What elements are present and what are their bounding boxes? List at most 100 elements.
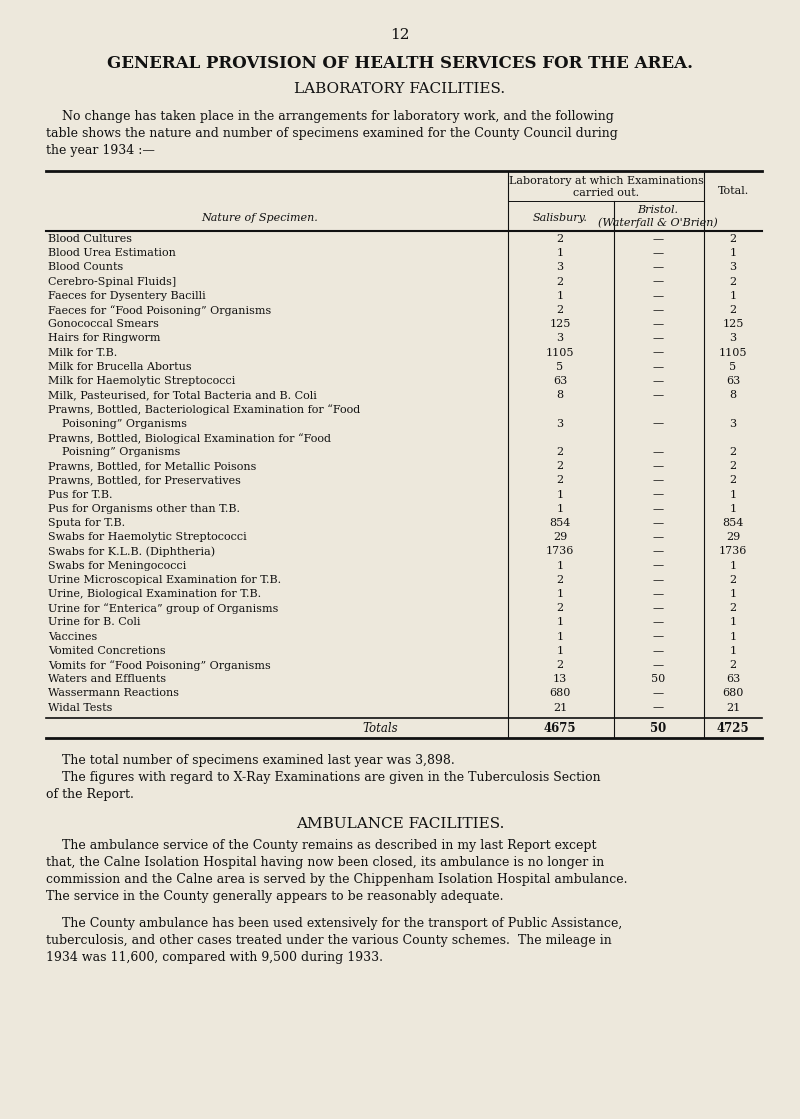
Text: 29: 29 bbox=[726, 533, 740, 543]
Text: 3: 3 bbox=[730, 262, 737, 272]
Text: Blood Counts: Blood Counts bbox=[48, 262, 123, 272]
Text: 8: 8 bbox=[730, 391, 737, 401]
Text: 1: 1 bbox=[557, 589, 563, 599]
Text: 1: 1 bbox=[557, 561, 563, 571]
Text: 1736: 1736 bbox=[719, 546, 747, 556]
Text: —: — bbox=[653, 490, 663, 499]
Text: 2: 2 bbox=[730, 660, 737, 670]
Text: —: — bbox=[653, 348, 663, 358]
Text: Bristol.: Bristol. bbox=[638, 205, 678, 215]
Text: 854: 854 bbox=[722, 518, 744, 528]
Text: Swabs for Haemolytic Streptococci: Swabs for Haemolytic Streptococci bbox=[48, 533, 246, 543]
Text: of the Report.: of the Report. bbox=[46, 788, 134, 801]
Text: the year 1934 :—: the year 1934 :— bbox=[46, 144, 155, 157]
Text: 1105: 1105 bbox=[718, 348, 747, 358]
Text: Cerebro-Spinal Fluids]: Cerebro-Spinal Fluids] bbox=[48, 276, 176, 286]
Text: 2: 2 bbox=[730, 305, 737, 316]
Text: 8: 8 bbox=[557, 391, 563, 401]
Text: 1934 was 11,600, compared with 9,500 during 1933.: 1934 was 11,600, compared with 9,500 dur… bbox=[46, 951, 383, 963]
Text: 1: 1 bbox=[557, 504, 563, 514]
Text: Salisbury.: Salisbury. bbox=[533, 213, 587, 223]
Text: tuberculosis, and other cases treated under the various County schemes.  The mil: tuberculosis, and other cases treated un… bbox=[46, 933, 612, 947]
Text: 1: 1 bbox=[730, 589, 737, 599]
Text: Faeces for Dysentery Bacilli: Faeces for Dysentery Bacilli bbox=[48, 291, 206, 301]
Text: Prawns, Bottled, Bacteriological Examination for “Food: Prawns, Bottled, Bacteriological Examina… bbox=[48, 404, 360, 415]
Text: 4675: 4675 bbox=[544, 722, 576, 735]
Text: 63: 63 bbox=[553, 376, 567, 386]
Text: Hairs for Ringworm: Hairs for Ringworm bbox=[48, 333, 161, 344]
Text: 1: 1 bbox=[730, 490, 737, 499]
Text: 29: 29 bbox=[553, 533, 567, 543]
Text: 13: 13 bbox=[553, 675, 567, 684]
Text: 3: 3 bbox=[730, 333, 737, 344]
Text: 5: 5 bbox=[557, 361, 563, 372]
Text: Pus for Organisms other than T.B.: Pus for Organisms other than T.B. bbox=[48, 504, 240, 514]
Text: Milk for T.B.: Milk for T.B. bbox=[48, 348, 118, 358]
Text: 1: 1 bbox=[730, 618, 737, 628]
Text: 1: 1 bbox=[557, 646, 563, 656]
Text: —: — bbox=[653, 518, 663, 528]
Text: 3: 3 bbox=[557, 262, 563, 272]
Text: 680: 680 bbox=[550, 688, 570, 698]
Text: —: — bbox=[653, 589, 663, 599]
Text: Swabs for Meningococci: Swabs for Meningococci bbox=[48, 561, 186, 571]
Text: 63: 63 bbox=[726, 376, 740, 386]
Text: Prawns, Bottled, for Preservatives: Prawns, Bottled, for Preservatives bbox=[48, 476, 241, 486]
Text: Waters and Effluents: Waters and Effluents bbox=[48, 675, 166, 684]
Text: Vomits for “Food Poisoning” Organisms: Vomits for “Food Poisoning” Organisms bbox=[48, 660, 270, 670]
Text: AMBULANCE FACILITIES.: AMBULANCE FACILITIES. bbox=[296, 817, 504, 830]
Text: 1736: 1736 bbox=[546, 546, 574, 556]
Text: —: — bbox=[653, 618, 663, 628]
Text: —: — bbox=[653, 546, 663, 556]
Text: —: — bbox=[653, 361, 663, 372]
Text: Poisoning” Organisms: Poisoning” Organisms bbox=[48, 419, 187, 429]
Text: Milk, Pasteurised, for Total Bacteria and B. Coli: Milk, Pasteurised, for Total Bacteria an… bbox=[48, 391, 317, 401]
Text: 1: 1 bbox=[557, 631, 563, 641]
Text: 50: 50 bbox=[650, 722, 666, 735]
Text: The ambulance service of the County remains as described in my last Report excep: The ambulance service of the County rema… bbox=[46, 839, 597, 852]
Text: 21: 21 bbox=[726, 703, 740, 713]
Text: that, the Calne Isolation Hospital having now been closed, its ambulance is no l: that, the Calne Isolation Hospital havin… bbox=[46, 856, 604, 868]
Text: Laboratory at which Examinations: Laboratory at which Examinations bbox=[509, 176, 703, 186]
Text: —: — bbox=[653, 419, 663, 429]
Text: 2: 2 bbox=[557, 234, 563, 244]
Text: —: — bbox=[653, 461, 663, 471]
Text: (Waterfall & O'Brien): (Waterfall & O'Brien) bbox=[598, 217, 718, 227]
Text: Prawns, Bottled, Biological Examination for “Food: Prawns, Bottled, Biological Examination … bbox=[48, 433, 331, 443]
Text: 63: 63 bbox=[726, 675, 740, 684]
Text: LABORATORY FACILITIES.: LABORATORY FACILITIES. bbox=[294, 82, 506, 96]
Text: 2: 2 bbox=[730, 575, 737, 585]
Text: 2: 2 bbox=[557, 603, 563, 613]
Text: —: — bbox=[653, 533, 663, 543]
Text: 2: 2 bbox=[557, 276, 563, 286]
Text: carried out.: carried out. bbox=[573, 188, 639, 198]
Text: —: — bbox=[653, 276, 663, 286]
Text: —: — bbox=[653, 504, 663, 514]
Text: Vomited Concretions: Vomited Concretions bbox=[48, 646, 166, 656]
Text: 50: 50 bbox=[651, 675, 665, 684]
Text: —: — bbox=[653, 660, 663, 670]
Text: —: — bbox=[653, 262, 663, 272]
Text: 3: 3 bbox=[557, 419, 563, 429]
Text: 5: 5 bbox=[730, 361, 737, 372]
Text: 1: 1 bbox=[730, 631, 737, 641]
Text: 3: 3 bbox=[730, 419, 737, 429]
Text: Nature of Specimen.: Nature of Specimen. bbox=[202, 213, 318, 223]
Text: —: — bbox=[653, 476, 663, 486]
Text: —: — bbox=[653, 575, 663, 585]
Text: 1: 1 bbox=[730, 504, 737, 514]
Text: 2: 2 bbox=[730, 476, 737, 486]
Text: 2: 2 bbox=[730, 603, 737, 613]
Text: 12: 12 bbox=[390, 28, 410, 43]
Text: The County ambulance has been used extensively for the transport of Public Assis: The County ambulance has been used exten… bbox=[46, 916, 622, 930]
Text: 1105: 1105 bbox=[546, 348, 574, 358]
Text: 2: 2 bbox=[730, 234, 737, 244]
Text: Swabs for K.L.B. (Diphtheria): Swabs for K.L.B. (Diphtheria) bbox=[48, 546, 215, 557]
Text: Totals: Totals bbox=[362, 722, 398, 735]
Text: 4725: 4725 bbox=[717, 722, 750, 735]
Text: No change has taken place in the arrangements for laboratory work, and the follo: No change has taken place in the arrange… bbox=[46, 110, 614, 123]
Text: The figures with regard to X-Ray Examinations are given in the Tuberculosis Sect: The figures with regard to X-Ray Examina… bbox=[46, 771, 601, 783]
Text: 1: 1 bbox=[557, 618, 563, 628]
Text: —: — bbox=[653, 305, 663, 316]
Text: 2: 2 bbox=[557, 305, 563, 316]
